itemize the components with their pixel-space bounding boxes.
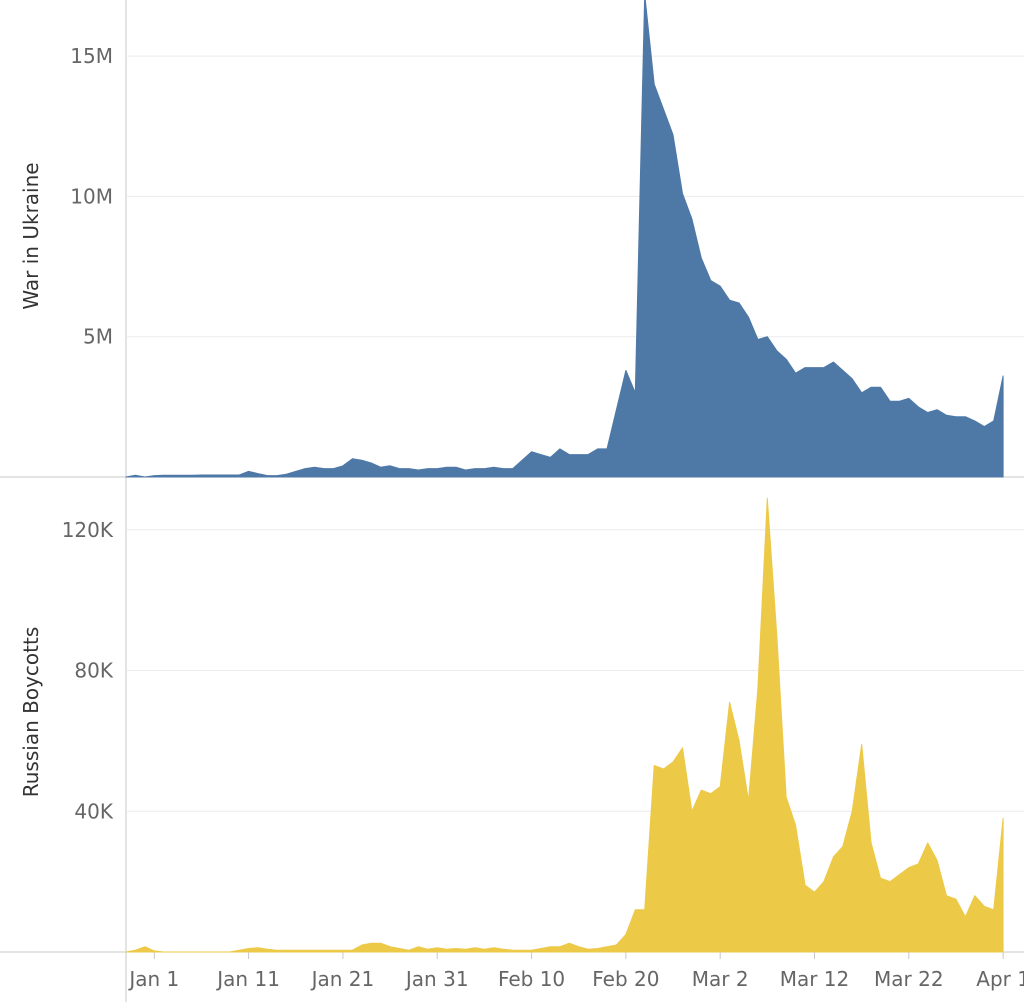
x-tick-label: Apr 1 <box>976 967 1024 991</box>
x-tick-label: Jan 31 <box>404 967 469 991</box>
x-tick-label: Feb 20 <box>592 967 659 991</box>
x-tick-label: Mar 12 <box>780 967 850 991</box>
x-tick-label: Mar 2 <box>692 967 749 991</box>
russian-boycotts-area <box>125 497 1004 953</box>
y-tick-label: 10M <box>70 184 113 208</box>
war-in-ukraine-area <box>125 0 1004 478</box>
x-tick-label: Jan 11 <box>215 967 280 991</box>
y-tick-label: 120K <box>62 518 114 542</box>
y-tick-label: 15M <box>70 44 113 68</box>
x-tick-label: Jan 1 <box>127 967 179 991</box>
y-tick-label: 40K <box>74 799 113 823</box>
x-tick-label: Mar 22 <box>874 967 944 991</box>
y-tick-label: 5M <box>83 325 113 349</box>
x-tick-label: Feb 10 <box>498 967 565 991</box>
x-tick-label: Jan 21 <box>310 967 375 991</box>
y-axis-title: War in Ukraine <box>19 162 43 309</box>
y-tick-label: 80K <box>74 659 113 683</box>
y-axis-title: Russian Boycotts <box>19 627 43 798</box>
